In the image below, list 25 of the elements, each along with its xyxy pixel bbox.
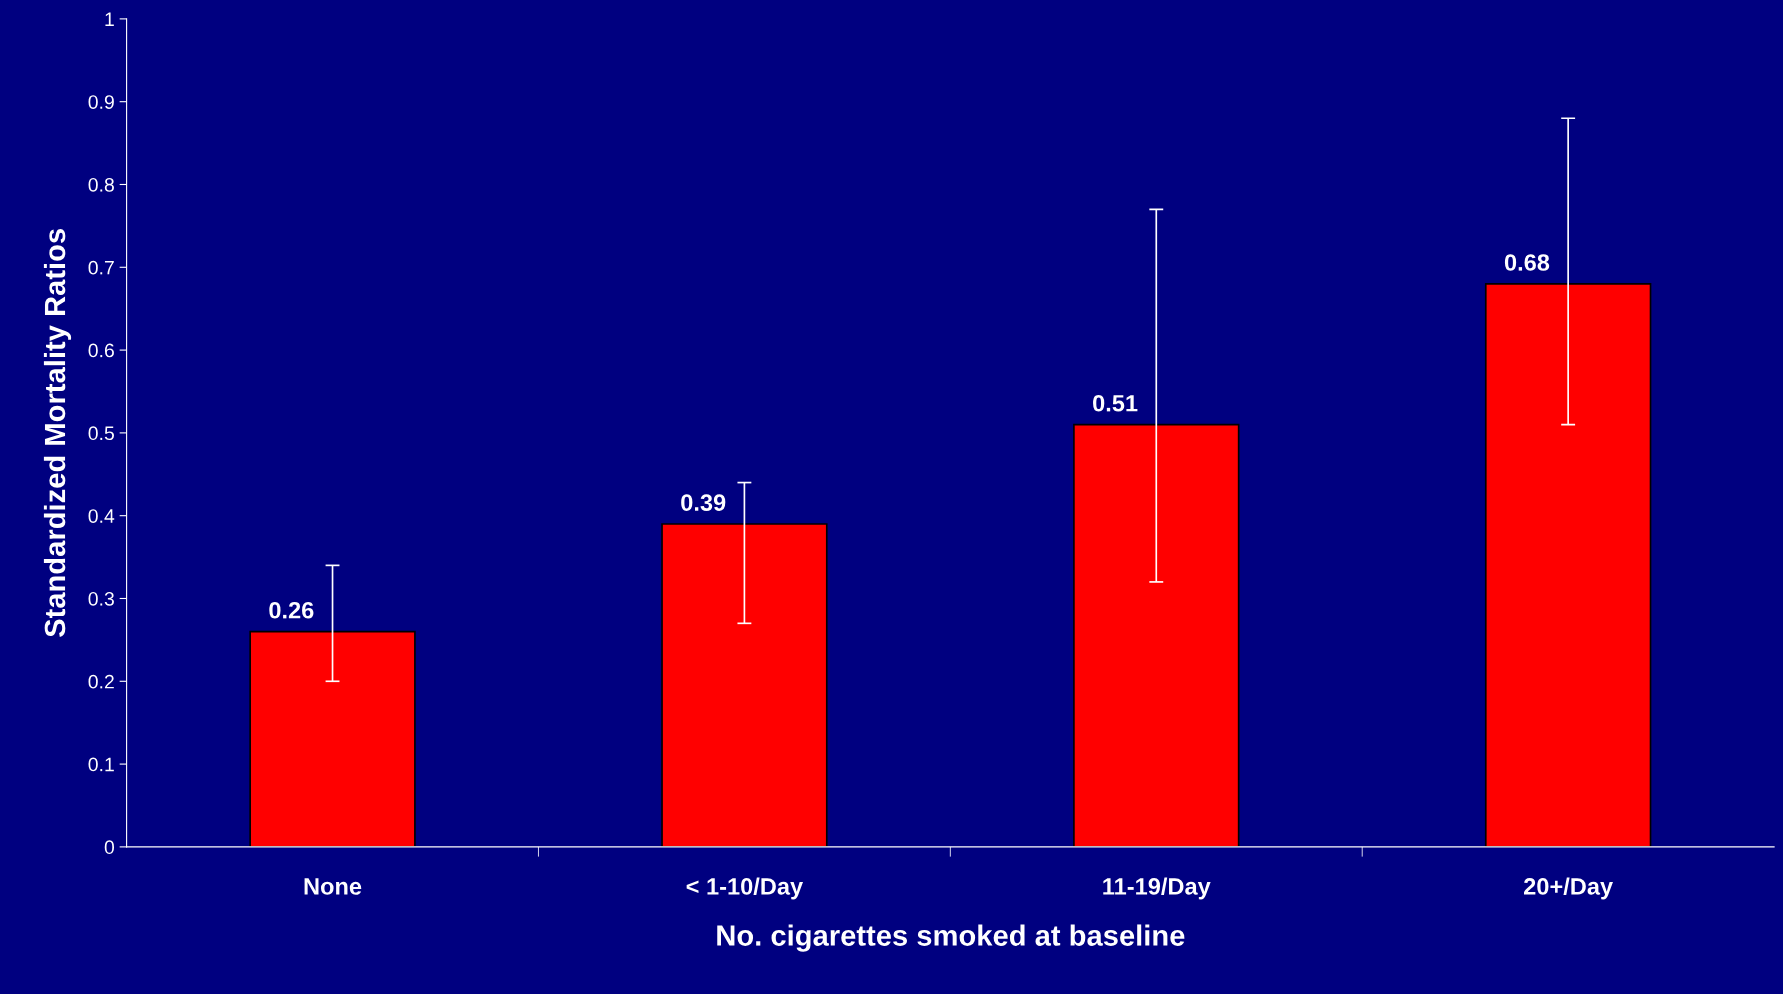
y-tick-label: 0.5 (88, 426, 114, 441)
x-tick-label: 20+/Day (1524, 877, 1613, 900)
y-tick-label: 0.2 (88, 674, 114, 689)
data-label: 0.39 (681, 494, 726, 511)
data-label: 0.51 (1093, 394, 1138, 412)
y-tick-label: 0.6 (88, 343, 114, 358)
bar (1073, 423, 1240, 847)
bar (661, 523, 828, 847)
y-tick-label: 0.9 (88, 95, 114, 109)
bar (1484, 283, 1652, 847)
x-tick-label: 11-19/Day (1103, 877, 1211, 900)
y-tick-label: 0.1 (88, 757, 114, 772)
x-tick-label: None (304, 878, 362, 895)
y-tick-label: 0.4 (88, 509, 115, 523)
y-tick-label: 0.3 (88, 591, 114, 606)
x-tick-label: < 1-10/Day (686, 877, 804, 900)
data-label: 0.68 (1504, 254, 1550, 271)
y-tick-label: 1 (105, 12, 114, 26)
y-tick-label: 0.8 (88, 177, 114, 192)
y-axis-title: Standardized Mortality Ratios (43, 229, 72, 638)
data-label: 0.26 (269, 601, 314, 619)
bar (249, 630, 416, 847)
y-tick-label: 0 (104, 840, 115, 855)
x-axis-title: No. cigarettes smoked at baseline (717, 924, 1185, 952)
y-tick-label: 0.7 (88, 260, 114, 275)
